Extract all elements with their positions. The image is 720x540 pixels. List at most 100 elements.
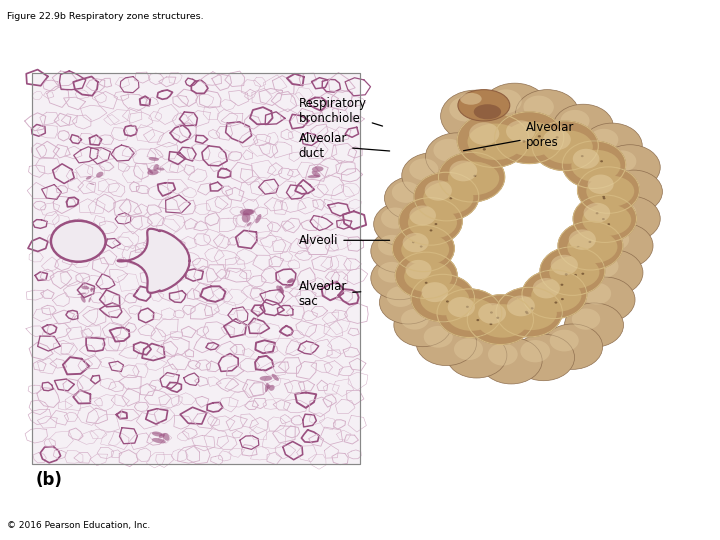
Ellipse shape: [243, 209, 255, 215]
Ellipse shape: [505, 296, 557, 330]
Ellipse shape: [81, 295, 86, 303]
Circle shape: [600, 229, 629, 251]
Ellipse shape: [474, 104, 501, 119]
Ellipse shape: [284, 284, 293, 288]
Circle shape: [523, 140, 526, 143]
Ellipse shape: [91, 287, 93, 292]
Circle shape: [551, 255, 578, 275]
Circle shape: [441, 90, 510, 142]
Circle shape: [522, 270, 587, 319]
Circle shape: [521, 340, 550, 362]
Circle shape: [602, 218, 605, 220]
Circle shape: [490, 323, 492, 325]
Ellipse shape: [541, 130, 593, 164]
Circle shape: [564, 303, 624, 347]
Circle shape: [573, 149, 599, 168]
Ellipse shape: [477, 304, 528, 338]
Circle shape: [490, 312, 493, 314]
Circle shape: [550, 329, 579, 352]
Circle shape: [381, 207, 410, 229]
Circle shape: [577, 167, 639, 213]
Circle shape: [438, 152, 505, 202]
Ellipse shape: [152, 431, 163, 436]
Circle shape: [589, 255, 618, 278]
Circle shape: [538, 135, 541, 138]
Circle shape: [507, 295, 535, 316]
Circle shape: [562, 141, 626, 188]
Ellipse shape: [312, 171, 320, 177]
Ellipse shape: [148, 157, 159, 161]
Ellipse shape: [404, 261, 452, 292]
Circle shape: [434, 223, 437, 225]
Text: © 2016 Pearson Education, Inc.: © 2016 Pearson Education, Inc.: [7, 521, 150, 530]
Circle shape: [575, 277, 635, 322]
Circle shape: [560, 284, 564, 286]
Circle shape: [554, 301, 557, 303]
Circle shape: [532, 121, 598, 171]
Circle shape: [426, 133, 489, 180]
Circle shape: [582, 123, 642, 168]
Ellipse shape: [423, 181, 474, 214]
Circle shape: [469, 123, 500, 145]
Text: Alveolar
pores: Alveolar pores: [464, 121, 574, 151]
Circle shape: [420, 246, 423, 248]
Ellipse shape: [446, 298, 497, 331]
Circle shape: [449, 97, 482, 122]
Circle shape: [405, 260, 431, 279]
Ellipse shape: [81, 286, 89, 289]
Ellipse shape: [271, 374, 279, 381]
Ellipse shape: [148, 168, 153, 174]
Circle shape: [51, 221, 106, 262]
Ellipse shape: [460, 93, 482, 105]
Circle shape: [516, 90, 579, 137]
Ellipse shape: [163, 433, 170, 441]
Polygon shape: [118, 229, 189, 293]
Ellipse shape: [288, 278, 294, 283]
Circle shape: [561, 298, 564, 300]
Circle shape: [552, 141, 555, 144]
Circle shape: [525, 310, 528, 313]
Circle shape: [433, 139, 464, 161]
Circle shape: [540, 247, 605, 295]
Ellipse shape: [247, 222, 252, 226]
Circle shape: [454, 338, 483, 360]
Circle shape: [392, 181, 420, 203]
Ellipse shape: [242, 213, 251, 222]
Circle shape: [495, 112, 564, 164]
Circle shape: [379, 281, 437, 324]
Circle shape: [569, 230, 596, 250]
Ellipse shape: [572, 150, 621, 182]
Circle shape: [542, 324, 603, 369]
Ellipse shape: [467, 124, 523, 160]
Circle shape: [387, 286, 414, 307]
Ellipse shape: [401, 234, 449, 265]
Circle shape: [423, 326, 453, 348]
Circle shape: [577, 246, 580, 248]
Circle shape: [531, 307, 534, 309]
Circle shape: [496, 287, 562, 337]
Ellipse shape: [86, 176, 91, 180]
Circle shape: [422, 282, 448, 302]
Circle shape: [402, 233, 428, 252]
Circle shape: [564, 273, 567, 275]
Ellipse shape: [152, 438, 166, 443]
Circle shape: [553, 104, 613, 150]
Circle shape: [425, 282, 428, 284]
Circle shape: [602, 195, 605, 198]
Circle shape: [573, 195, 636, 242]
Text: (b): (b): [36, 471, 63, 489]
Ellipse shape: [89, 298, 91, 302]
Ellipse shape: [420, 283, 469, 315]
Circle shape: [466, 306, 469, 308]
Circle shape: [394, 303, 451, 347]
Circle shape: [581, 155, 584, 157]
Circle shape: [437, 289, 502, 338]
Circle shape: [411, 274, 474, 322]
Ellipse shape: [582, 204, 631, 236]
Circle shape: [371, 230, 428, 273]
Circle shape: [593, 223, 653, 268]
Circle shape: [574, 274, 577, 276]
Text: Alveolar
sac: Alveolar sac: [299, 280, 361, 308]
Ellipse shape: [408, 206, 457, 239]
Text: Respiratory
bronchiole: Respiratory bronchiole: [299, 97, 382, 126]
